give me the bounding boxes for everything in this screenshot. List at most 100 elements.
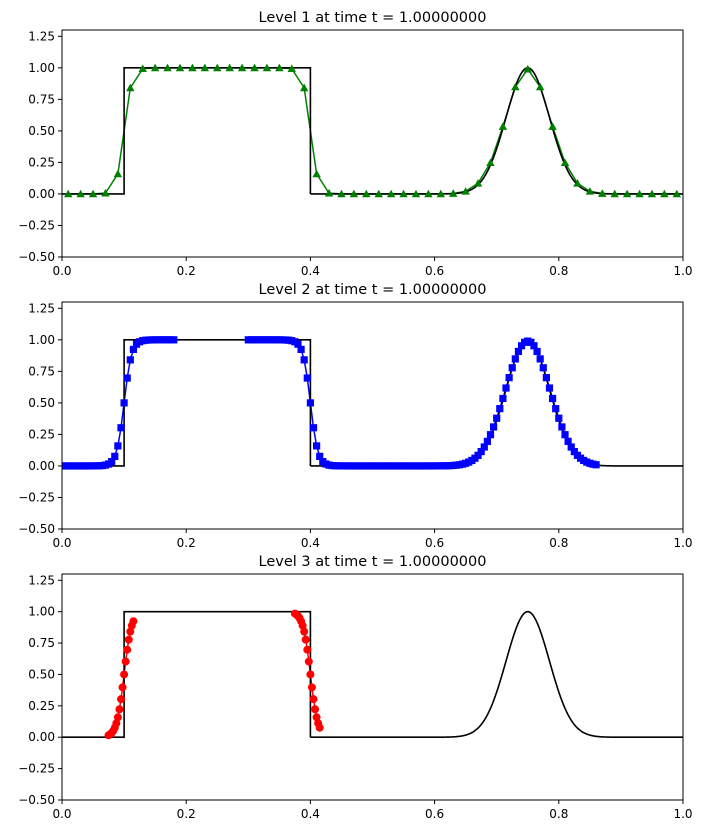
data-point bbox=[76, 189, 85, 198]
data-point bbox=[411, 189, 421, 198]
data-point bbox=[163, 63, 172, 72]
y-tick-label: −0.25 bbox=[18, 490, 55, 504]
exact-solution-line bbox=[62, 610, 683, 739]
chart-title: Level 3 at time t = 1.00000000 bbox=[259, 554, 487, 570]
data-point bbox=[126, 83, 135, 92]
data-point bbox=[502, 384, 510, 392]
x-tick-label: 0.2 bbox=[177, 264, 196, 278]
data-point bbox=[486, 158, 495, 167]
data-point bbox=[449, 189, 458, 197]
data-point bbox=[374, 189, 383, 198]
data-point bbox=[129, 345, 138, 353]
data-point bbox=[114, 442, 122, 450]
y-tick-label: 0.25 bbox=[28, 699, 55, 713]
data-point bbox=[88, 189, 98, 198]
data-point bbox=[120, 670, 129, 679]
y-tick-label: 0.00 bbox=[28, 730, 55, 744]
data-point bbox=[287, 64, 296, 73]
data-point bbox=[200, 63, 210, 72]
data-point bbox=[309, 695, 318, 704]
data-point bbox=[311, 705, 320, 714]
data-point bbox=[312, 169, 321, 178]
data-point bbox=[115, 705, 124, 714]
data-point bbox=[480, 443, 488, 451]
data-point bbox=[635, 189, 644, 198]
y-tick-label: 0.25 bbox=[28, 155, 55, 169]
data-point bbox=[129, 617, 138, 626]
data-point bbox=[138, 64, 147, 73]
x-tick-label: 0.0 bbox=[52, 264, 71, 278]
y-tick-label: 0.75 bbox=[28, 636, 55, 650]
data-point bbox=[112, 719, 121, 728]
data-point bbox=[275, 63, 284, 72]
data-point bbox=[477, 448, 485, 456]
data-point bbox=[560, 158, 570, 167]
data-point bbox=[297, 345, 305, 353]
data-point bbox=[113, 713, 122, 722]
y-tick-label: 0.00 bbox=[28, 187, 55, 201]
data-point bbox=[542, 374, 550, 382]
data-point bbox=[337, 189, 346, 198]
data-point bbox=[315, 723, 324, 732]
data-point bbox=[124, 635, 133, 644]
data-point bbox=[511, 355, 519, 363]
data-point bbox=[473, 179, 483, 187]
data-point bbox=[489, 423, 498, 431]
exact-solution-line bbox=[62, 67, 683, 195]
y-tick-label: 1.00 bbox=[28, 333, 55, 347]
data-point bbox=[486, 431, 495, 439]
data-point bbox=[306, 399, 314, 407]
data-point bbox=[386, 189, 396, 198]
data-point bbox=[523, 64, 532, 73]
data-point bbox=[299, 83, 309, 92]
data-point bbox=[111, 452, 119, 460]
x-tick-label: 0.2 bbox=[177, 536, 196, 550]
x-tick-label: 0.2 bbox=[177, 807, 196, 821]
data-point bbox=[316, 452, 324, 460]
y-tick-label: −0.50 bbox=[18, 250, 55, 264]
data-point bbox=[530, 342, 538, 350]
axes-frame bbox=[61, 573, 684, 801]
data-point bbox=[298, 621, 307, 630]
data-point bbox=[548, 394, 557, 403]
chart-3: Level 3 at time t = 1.00000000 0.0 0.2 0.4 0… bbox=[18, 554, 692, 821]
data-point bbox=[188, 63, 197, 72]
y-tick-label: 0.75 bbox=[28, 364, 55, 378]
x-tick-label: 0.4 bbox=[301, 536, 320, 550]
data-point bbox=[474, 451, 482, 459]
data-point bbox=[498, 122, 508, 130]
y-tick-label: 0.50 bbox=[28, 667, 55, 681]
y-tick-label: 1.25 bbox=[28, 573, 55, 587]
axes-frame bbox=[61, 301, 684, 530]
chart-title: Level 2 at time t = 1.00000000 bbox=[259, 282, 487, 298]
y-tick-label: 1.00 bbox=[28, 605, 55, 619]
data-point bbox=[123, 374, 131, 382]
data-point bbox=[570, 448, 578, 456]
data-point bbox=[123, 645, 132, 654]
x-tick-label: 0.6 bbox=[425, 264, 444, 278]
data-point bbox=[533, 347, 541, 356]
data-point bbox=[536, 355, 544, 363]
data-point bbox=[303, 374, 311, 382]
x-tick-label: 1.0 bbox=[673, 807, 692, 821]
y-tick-label: −0.25 bbox=[18, 218, 55, 232]
x-tick-label: 0.6 bbox=[425, 807, 444, 821]
chart-title: Level 1 at time t = 1.00000000 bbox=[259, 10, 487, 26]
data-point bbox=[493, 414, 501, 422]
chart-1: Level 1 at time t = 1.00000000 0.0 0.2 0.4 0… bbox=[18, 10, 692, 278]
x-tick-label: 0.0 bbox=[52, 807, 71, 821]
data-point bbox=[535, 82, 545, 91]
data-point bbox=[424, 189, 433, 198]
data-point bbox=[307, 683, 316, 692]
data-point bbox=[499, 394, 507, 403]
data-point bbox=[567, 443, 575, 451]
data-point bbox=[511, 82, 520, 91]
data-point bbox=[561, 431, 569, 439]
data-point bbox=[647, 189, 657, 198]
x-tick-label: 0.4 bbox=[301, 807, 320, 821]
data-point bbox=[548, 122, 557, 130]
y-tick-label: −0.50 bbox=[18, 522, 55, 536]
data-point bbox=[399, 189, 408, 198]
data-point bbox=[304, 657, 313, 666]
x-tick-label: 0.8 bbox=[549, 264, 568, 278]
